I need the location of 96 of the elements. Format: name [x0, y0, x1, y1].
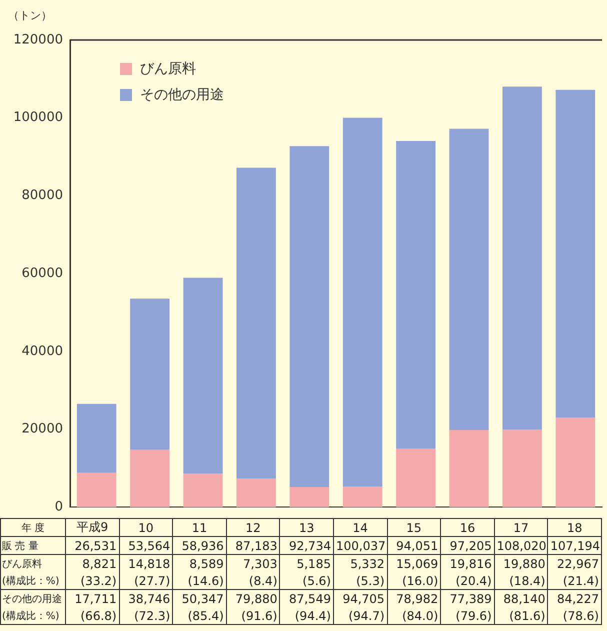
text: (66.8)	[66, 607, 120, 624]
data-label: 79,880	[226, 590, 280, 607]
bar	[130, 450, 170, 508]
bar	[290, 487, 330, 508]
total-label: 107,194	[548, 536, 602, 554]
text: (16.0)	[387, 572, 441, 590]
data-label: 14,818	[119, 554, 173, 572]
text: (14.6)	[172, 572, 226, 590]
data-label: 78,982	[387, 590, 441, 607]
x-tick-label: 10	[119, 518, 173, 536]
text: (構成比：%)	[2, 610, 60, 622]
text: びん原料	[2, 558, 42, 570]
bar	[76, 472, 116, 508]
text: (84.0)	[387, 607, 441, 624]
y-tick-label: 100000	[13, 110, 63, 126]
bar	[342, 118, 382, 486]
data-label: 87,549	[280, 590, 334, 607]
bar	[183, 474, 223, 508]
total-label: 53,564	[119, 536, 173, 554]
total-label: 26,531	[66, 536, 120, 554]
total-label: 100,037	[333, 536, 388, 554]
y-tick-label: 60000	[22, 266, 63, 281]
x-tick-label: 18	[548, 518, 602, 536]
text: (5.6)	[280, 572, 334, 590]
data-label: 94,705	[333, 590, 388, 607]
legend-label: その他の用途	[140, 86, 224, 104]
text: (33.2)	[66, 572, 120, 590]
total-label: 58,936	[172, 536, 226, 554]
total-label: 94,051	[387, 536, 441, 554]
data-label: 22,967	[548, 554, 602, 572]
text: (21.4)	[548, 572, 602, 590]
text: (94.7)	[333, 607, 388, 624]
text: (5.3)	[333, 572, 388, 590]
text: (85.4)	[172, 607, 226, 624]
bar	[449, 430, 489, 508]
data-label: 19,816	[440, 554, 494, 572]
text: (91.6)	[226, 607, 280, 624]
bar	[183, 278, 223, 474]
text: (81.6)	[494, 607, 548, 624]
data-label: 19,880	[494, 554, 548, 572]
x-tick-label: 16	[440, 518, 494, 536]
text: 販 売 量	[0, 536, 66, 554]
text: (18.4)	[494, 572, 548, 590]
x-tick-label: 15	[387, 518, 441, 536]
total-label: 87,183	[226, 536, 280, 554]
x-tick-label: 13	[280, 518, 334, 536]
bar	[396, 448, 436, 508]
total-label: 108,020	[494, 536, 548, 554]
data-label: 84,227	[548, 590, 602, 607]
data-label: 88,140	[494, 590, 548, 607]
bar	[76, 404, 116, 473]
bar	[130, 298, 170, 450]
bar	[236, 478, 276, 508]
data-label: 7,303	[226, 554, 280, 572]
text: (構成比：%)	[0, 572, 66, 590]
bar	[502, 86, 542, 430]
y-tick-label: 0	[54, 500, 63, 515]
bar	[290, 146, 330, 488]
bar	[502, 430, 542, 508]
legend-label: びん原料	[140, 60, 196, 78]
bar	[236, 168, 276, 479]
bar	[342, 486, 382, 508]
text: その他の用途	[2, 594, 62, 604]
data-label: 17,711	[66, 590, 120, 607]
total-label: 92,734	[280, 536, 334, 554]
data-label: 5,332	[333, 554, 388, 572]
data-label: 38,746	[119, 590, 173, 607]
x-tick-label: 14	[333, 518, 388, 536]
bar	[449, 128, 489, 430]
y-tick-label: 20000	[22, 422, 63, 437]
y-axis-title: （トン）	[8, 8, 52, 23]
text: (78.6)	[548, 607, 602, 624]
text: (8.4)	[226, 572, 280, 590]
y-tick-label: 80000	[22, 188, 63, 204]
bar	[396, 141, 436, 449]
bar	[556, 90, 596, 418]
text: (72.3)	[119, 607, 173, 624]
y-tick-label: 120000	[13, 32, 63, 48]
data-label: 8,821	[66, 554, 120, 572]
data-label: 15,069	[387, 554, 441, 572]
text: (94.4)	[280, 607, 334, 624]
data-label: 77,389	[440, 590, 494, 607]
data-label: 8,589	[172, 554, 226, 572]
x-tick-label: 平成9	[66, 518, 120, 536]
text: (79.6)	[440, 607, 494, 624]
y-tick-label: 40000	[22, 344, 63, 359]
x-tick-label: 12	[226, 518, 280, 536]
x-tick-label: 17	[494, 518, 548, 536]
text: (20.4)	[440, 572, 494, 590]
data-label: 50,347	[172, 590, 226, 607]
bar	[556, 418, 596, 508]
total-label: 97,205	[440, 536, 494, 554]
text: (27.7)	[119, 572, 173, 590]
data-label: 5,185	[280, 554, 334, 572]
x-tick-label: 11	[172, 518, 226, 536]
x-axis-title: 年 度	[0, 518, 66, 536]
